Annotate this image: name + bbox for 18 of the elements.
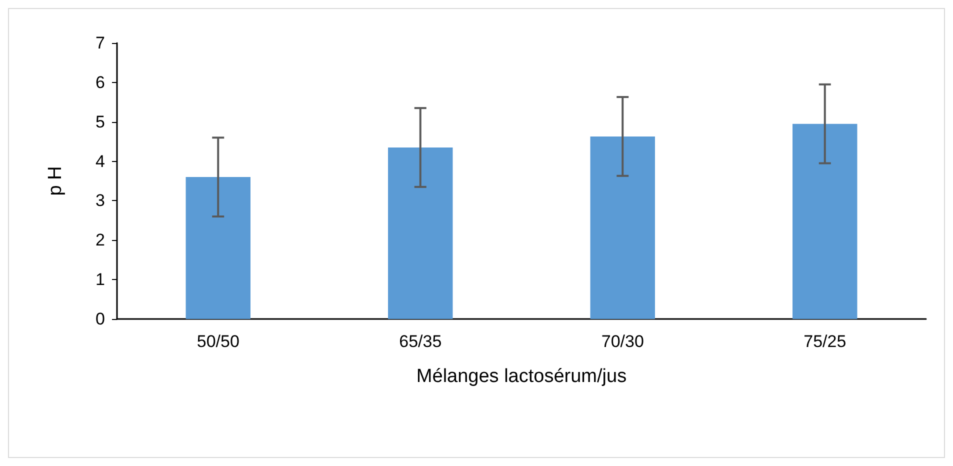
x-tick-label: 70/30 (601, 332, 644, 351)
bar (590, 136, 655, 319)
bar (388, 147, 453, 319)
y-tick-label: 3 (96, 191, 105, 210)
y-tick-label: 0 (96, 310, 105, 328)
y-tick-label: 5 (96, 112, 105, 132)
y-tick-label: 2 (96, 230, 105, 250)
x-tick-label: 75/25 (804, 332, 846, 351)
x-axis-title: Mélanges lactosérum/jus (416, 366, 627, 387)
y-tick-label: 1 (96, 270, 105, 290)
x-tick-label: 65/35 (399, 332, 442, 351)
x-tick-label: 50/50 (196, 332, 240, 351)
y-tick-label: 4 (96, 152, 105, 171)
bar (792, 124, 858, 319)
bar (186, 177, 250, 319)
y-axis-title: p H (45, 166, 66, 196)
y-tick-label: 7 (96, 34, 105, 52)
y-tick-label: 6 (96, 72, 105, 92)
